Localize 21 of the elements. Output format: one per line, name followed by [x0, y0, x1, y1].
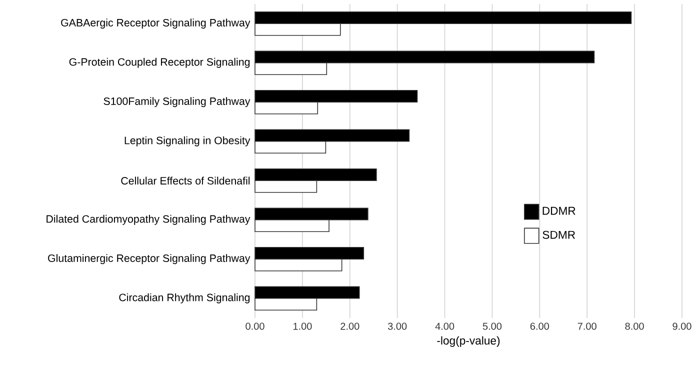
y-tick-label: Glutaminergic Receptor Signaling Pathway: [48, 254, 250, 264]
x-tick-label: 4.00: [435, 322, 454, 330]
x-tick-label: 9.00: [672, 322, 692, 330]
x-tick-label: 5.00: [482, 322, 502, 330]
x-tick-label: 3.00: [388, 322, 407, 330]
y-tick-label: G-Protein Coupled Receptor Signaling: [69, 58, 250, 68]
y-tick-label: GABAergic Receptor Signaling Pathway: [61, 18, 250, 29]
y-tick-label: Cellular Effects of Sildenafil: [121, 176, 250, 185]
legend-label: DDMR: [542, 206, 576, 215]
y-tick-label: Dilated Cardiomyopathy Signaling Pathway: [46, 214, 250, 225]
legend-label: SDMR: [542, 230, 576, 239]
x-axis-title: -log(p-value): [437, 336, 500, 347]
x-tick-label: 7.00: [578, 322, 596, 330]
x-tick-label: 8.00: [625, 322, 644, 330]
x-tick-label: 0.00: [246, 322, 264, 330]
y-tick-label: Circadian Rhythm Signaling: [119, 293, 250, 304]
x-tick-label: 6.00: [530, 322, 549, 330]
y-tick-label: Leptin Signaling in Obesity: [124, 136, 250, 146]
y-tick-label: S100Family Signaling Pathway: [104, 97, 250, 108]
x-tick-label: 1.00: [293, 322, 312, 330]
x-tick-label: 2.00: [340, 322, 360, 330]
